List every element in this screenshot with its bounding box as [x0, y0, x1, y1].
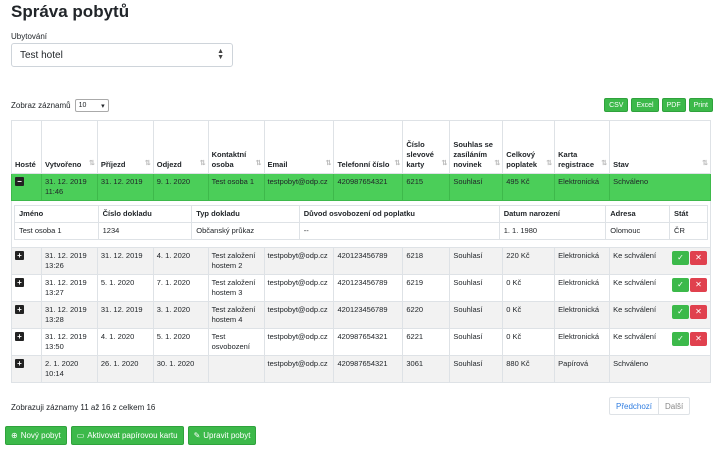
- page-length: Zobraz záznamů 10 ▾: [11, 99, 109, 112]
- page-length-label: Zobraz záznamů: [11, 101, 71, 110]
- export-buttons: CSV Excel PDF Print: [604, 98, 713, 112]
- pdf-button[interactable]: PDF: [661, 98, 686, 112]
- prev-page-button[interactable]: Předchozí: [610, 398, 660, 414]
- expand-icon[interactable]: +: [15, 278, 24, 287]
- sort-icon: ⇅: [325, 160, 332, 167]
- col-departure[interactable]: Odjezd ⇅: [152, 120, 209, 174]
- edit-icon: ✎: [193, 431, 201, 440]
- col-guests[interactable]: Hosté: [11, 120, 42, 174]
- card-icon: ▭: [76, 431, 85, 440]
- col-fee[interactable]: Celkový poplatek ⇅: [502, 120, 556, 174]
- page-length-select[interactable]: 10 ▾: [74, 99, 109, 112]
- csv-button[interactable]: CSV: [604, 98, 629, 112]
- col-regcard[interactable]: Karta registrace ⇅: [554, 120, 611, 174]
- new-stay-button[interactable]: ⊕ Nový pobyt: [5, 426, 67, 445]
- sort-icon: ⇅: [89, 160, 95, 167]
- col-contact[interactable]: Kontaktní osoba ⇅: [207, 120, 265, 174]
- col-card[interactable]: Číslo slevové karty ⇅: [402, 120, 451, 174]
- approve-button[interactable]: ✓: [672, 332, 689, 346]
- activate-card-button[interactable]: ▭ Aktivovat papírovou kartu: [70, 426, 184, 445]
- reject-button[interactable]: ✕: [690, 251, 707, 265]
- table-row[interactable]: + 31. 12. 2019 13:27 5. 1. 2020 7. 1. 20…: [11, 274, 711, 302]
- guests-table: Jméno Číslo dokladu Typ dokladu Důvod os…: [14, 205, 708, 240]
- sort-icon: ⇅: [546, 160, 553, 167]
- table-info: Zobrazuji záznamy 11 až 16 z celkem 16: [11, 403, 156, 412]
- table-row[interactable]: + 2. 1. 2020 10:14 26. 1. 2020 30. 1. 20…: [11, 355, 711, 383]
- sort-icon: ⇅: [601, 160, 608, 167]
- pagination: Předchozí Další: [609, 397, 691, 415]
- sort-icon: ⇅: [255, 160, 262, 167]
- table-row[interactable]: + 31. 12. 2019 13:28 31. 12. 2019 3. 1. …: [11, 301, 711, 329]
- reject-button[interactable]: ✕: [690, 332, 707, 346]
- expand-icon[interactable]: +: [15, 305, 24, 314]
- expand-icon[interactable]: +: [15, 251, 24, 260]
- expand-icon[interactable]: +: [15, 359, 24, 368]
- next-page-button[interactable]: Další: [665, 401, 684, 411]
- accommodation-value: Test hotel: [20, 49, 63, 61]
- col-phone[interactable]: Telefonní číslo ⇅: [333, 120, 404, 174]
- sort-icon: ⇅: [702, 160, 708, 167]
- sort-icon: ⇅: [199, 160, 206, 167]
- expand-icon[interactable]: +: [15, 332, 24, 341]
- sort-icon: ⇅: [494, 160, 501, 167]
- table-row[interactable]: + 31. 12. 2019 13:50 4. 1. 2020 5. 1. 20…: [11, 328, 711, 356]
- col-arrival[interactable]: Příjezd ⇅: [96, 120, 154, 174]
- stays-table: Hosté Vytvořeno ⇅ Příjezd ⇅ Odjezd ⇅ Kontak…: [11, 120, 711, 383]
- page-title: Správa pobytů: [11, 2, 130, 21]
- col-email[interactable]: Email ⇅: [263, 120, 335, 174]
- col-consent[interactable]: Souhlas se zasíláním novinek ⇅: [449, 120, 504, 174]
- accommodation-select[interactable]: Test hotel ▲ ▼: [11, 43, 233, 67]
- edit-stay-button[interactable]: ✎ Upravit pobyt: [187, 426, 257, 445]
- accommodation-label: Ubytování: [11, 32, 48, 41]
- reject-button[interactable]: ✕: [690, 305, 707, 319]
- reject-button[interactable]: ✕: [690, 278, 707, 292]
- approve-button[interactable]: ✓: [672, 278, 689, 292]
- guest-row: Test osoba 1 1234 Občanský průkaz -- 1. …: [14, 222, 708, 240]
- col-status[interactable]: Stav ⇅: [609, 120, 711, 174]
- sort-icon: ⇅: [441, 160, 448, 167]
- collapse-icon[interactable]: −: [15, 177, 24, 186]
- chevron-down-icon: ▾: [101, 102, 105, 110]
- select-caret-icon: ▲ ▼: [217, 48, 224, 61]
- excel-button[interactable]: Excel: [631, 98, 659, 112]
- plus-circle-icon: ⊕: [11, 431, 18, 440]
- guest-detail-row: Jméno Číslo dokladu Typ dokladu Důvod os…: [11, 200, 711, 248]
- approve-button[interactable]: ✓: [672, 251, 689, 265]
- sort-icon: ⇅: [144, 160, 151, 167]
- sort-icon: ⇅: [394, 160, 401, 167]
- col-created[interactable]: Vytvořeno ⇅: [40, 120, 98, 174]
- table-row[interactable]: + 31. 12. 2019 13:26 31. 12. 2019 4. 1. …: [11, 247, 711, 275]
- table-row[interactable]: − 31. 12. 2019 11:46 31. 12. 2019 9. 1. …: [11, 173, 711, 201]
- action-buttons: ⊕ Nový pobyt ▭ Aktivovat papírovou kartu ✎…: [5, 426, 257, 445]
- print-button[interactable]: Print: [688, 98, 713, 112]
- approve-button[interactable]: ✓: [672, 305, 689, 319]
